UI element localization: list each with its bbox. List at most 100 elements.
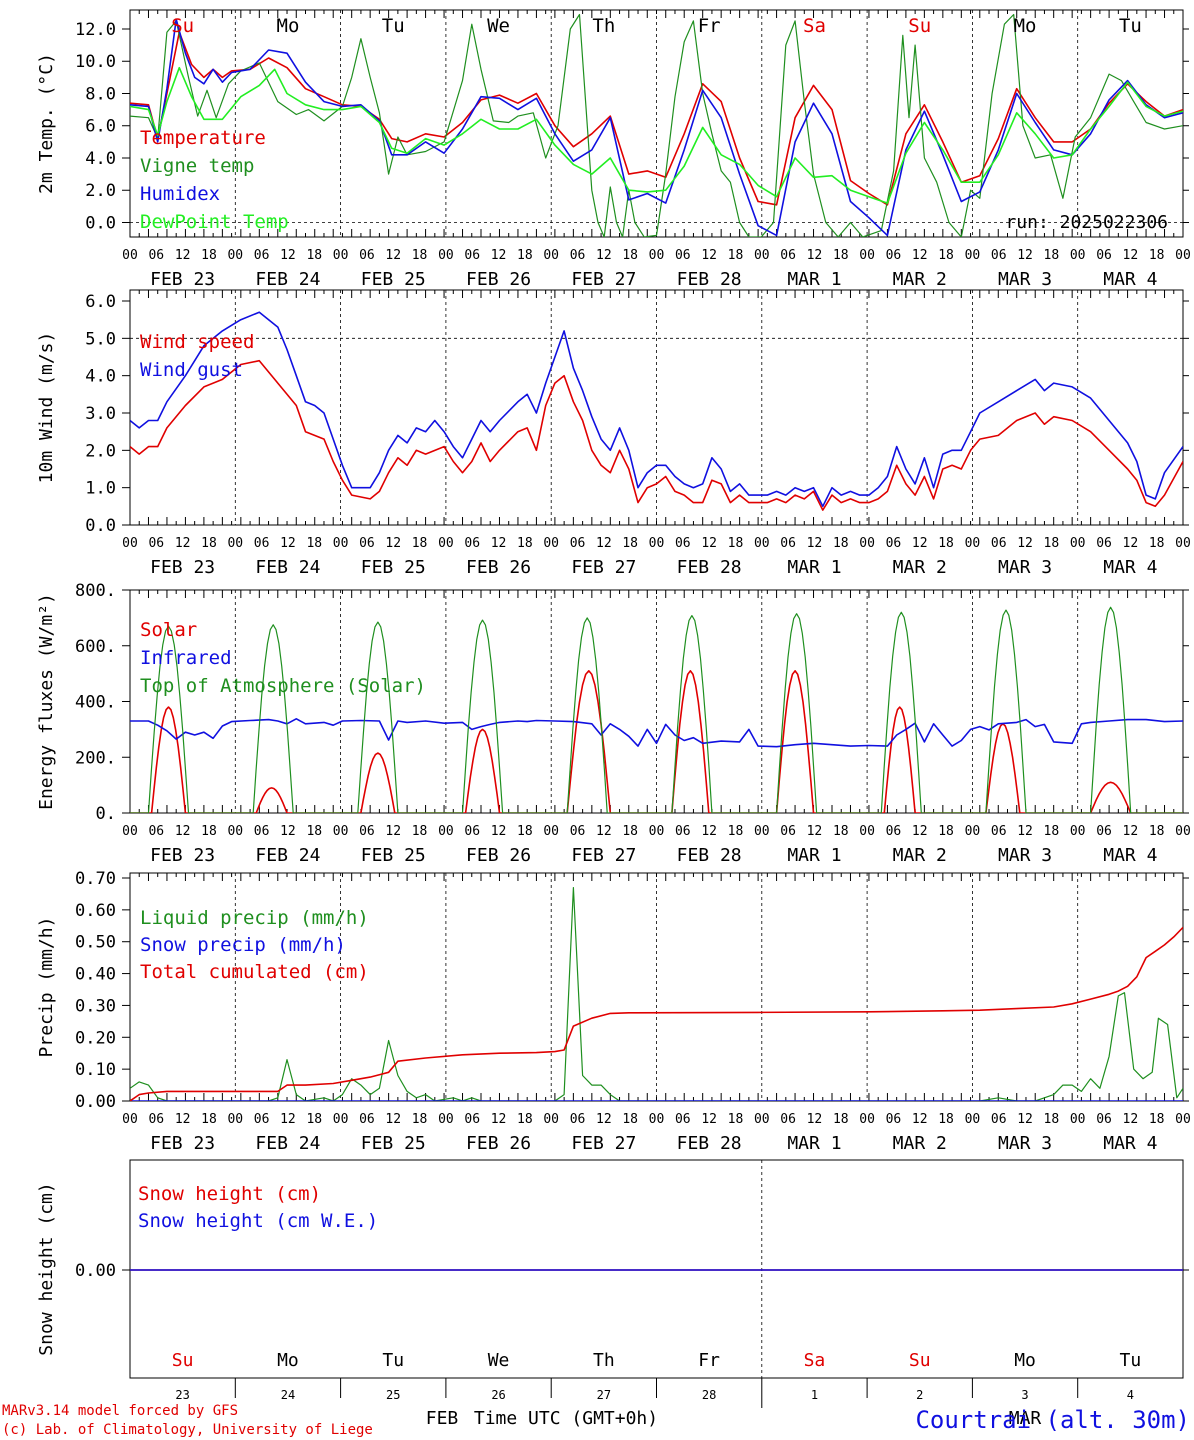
x-hour-label: 12: [1123, 824, 1139, 839]
x-hour-label: 00: [649, 824, 665, 839]
x-hour-label: 12: [807, 536, 823, 551]
x-hour-label: 06: [464, 824, 480, 839]
panel-precip: [122, 872, 1189, 1102]
x-hour-label: 12: [1123, 1112, 1139, 1127]
y-tick-label: 600.: [75, 637, 116, 657]
x-date-label: MAR 2: [893, 1133, 947, 1154]
x-hour-label: 00: [227, 1112, 243, 1127]
x-hour-label: 00: [333, 248, 349, 263]
x-hour-label: 00: [1070, 248, 1086, 263]
x-date-label: MAR 1: [787, 269, 841, 290]
legend-entry: Solar: [140, 619, 197, 641]
x-date-label: FEB 23: [150, 845, 215, 866]
x-month-label-left: FEB: [426, 1408, 459, 1429]
x-hour-label: 18: [938, 248, 954, 263]
x-date-label: FEB 26: [466, 1133, 531, 1154]
x-date-label: MAR 3: [998, 845, 1052, 866]
x-hour-label: 12: [385, 1112, 401, 1127]
series-wind-speed: [130, 359, 1183, 511]
x-hour-label: 00: [227, 248, 243, 263]
x-hour-label: 18: [1149, 536, 1165, 551]
x-hour-label: 06: [780, 536, 796, 551]
series-total-cumulated-cm: [130, 926, 1183, 1101]
x-hour-label: 06: [886, 248, 902, 263]
y-tick-label: 0.10: [75, 1060, 116, 1080]
day-number-label: 23: [175, 1388, 189, 1402]
day-name-label: Su: [172, 1350, 194, 1371]
x-hour-label: 12: [280, 1112, 296, 1127]
y-tick-label: 200.: [75, 748, 116, 768]
legend-entry: Snow height (cm): [138, 1183, 321, 1205]
x-hour-label: 06: [570, 1112, 586, 1127]
y-tick-label: 6.0: [85, 292, 116, 312]
day-number-label: 25: [386, 1388, 400, 1402]
day-number-label: 28: [702, 1388, 716, 1402]
x-date-label: MAR 2: [893, 845, 947, 866]
x-hour-label: 00: [227, 536, 243, 551]
x-hour-label: 18: [938, 536, 954, 551]
day-name-label: Mo: [277, 15, 300, 37]
x-month-label-right: MAR: [1009, 1408, 1042, 1429]
x-date-label: FEB 27: [571, 269, 636, 290]
legend-entry: Temperature: [140, 127, 266, 149]
x-hour-label: 12: [175, 536, 191, 551]
x-date-label: MAR 2: [893, 557, 947, 578]
x-date-label: MAR 1: [787, 557, 841, 578]
y-tick-label: 2.0: [85, 441, 116, 461]
series-vigne-temp: [130, 13, 1183, 237]
x-date-label: FEB 26: [466, 269, 531, 290]
x-hour-label: 06: [148, 248, 164, 263]
x-date-label: MAR 2: [893, 269, 947, 290]
x-hour-label: 06: [359, 824, 375, 839]
x-hour-label: 18: [201, 1112, 217, 1127]
legend-entry: Humidex: [140, 183, 220, 205]
day-number-label: 26: [491, 1388, 505, 1402]
legend-entry: DewPoint Temp: [140, 211, 289, 233]
x-axis-title: Time UTC (GMT+0h): [474, 1408, 658, 1429]
x-hour-label: 00: [1175, 248, 1191, 263]
y-tick-label: 0.20: [75, 1028, 116, 1048]
y-tick-label: 5.0: [85, 329, 116, 349]
x-date-label: FEB 25: [361, 269, 426, 290]
x-hour-label: 00: [438, 1112, 454, 1127]
x-hour-label: 06: [780, 824, 796, 839]
x-hour-label: 18: [201, 824, 217, 839]
x-hour-label: 12: [280, 824, 296, 839]
legend-entry: Wind gust: [140, 359, 243, 381]
x-hour-label: 18: [517, 248, 533, 263]
y-tick-label: 0.: [96, 804, 116, 824]
x-hour-label: 00: [543, 824, 559, 839]
x-hour-label: 18: [1044, 1112, 1060, 1127]
day-name-label: Tu: [382, 1350, 404, 1371]
x-hour-label: 06: [464, 536, 480, 551]
panel-temp: [122, 9, 1189, 238]
y-tick-label: 10.0: [75, 52, 116, 72]
x-hour-label: 18: [1044, 248, 1060, 263]
y-tick-label: 0.00: [75, 1092, 116, 1112]
x-hour-label: 06: [991, 1112, 1007, 1127]
x-hour-label: 00: [965, 536, 981, 551]
day-name-label: We: [488, 1350, 510, 1371]
x-hour-label: 00: [227, 824, 243, 839]
y-tick-label: 8.0: [85, 84, 116, 104]
x-date-label: FEB 23: [150, 1133, 215, 1154]
day-name-label: Tu: [1120, 1350, 1142, 1371]
x-date-label: FEB 28: [677, 845, 742, 866]
x-hour-label: 00: [859, 824, 875, 839]
x-date-label: MAR 3: [998, 269, 1052, 290]
x-hour-label: 18: [1044, 824, 1060, 839]
x-hour-label: 12: [491, 536, 507, 551]
series-infrared: [130, 718, 1183, 748]
footer-credit-model: MARv3.14 model forced by GFS: [2, 1403, 238, 1419]
plot-frame: [129, 589, 1184, 814]
series-temperature: [130, 31, 1183, 206]
legend-entry: Snow precip (mm/h): [140, 934, 346, 956]
x-hour-label: 12: [491, 824, 507, 839]
x-hour-label: 12: [491, 248, 507, 263]
x-date-label: FEB 25: [361, 557, 426, 578]
x-date-label: FEB 24: [255, 1133, 320, 1154]
x-hour-label: 18: [728, 1112, 744, 1127]
x-hour-label: 18: [833, 536, 849, 551]
series-dewpoint-temp: [130, 66, 1183, 204]
